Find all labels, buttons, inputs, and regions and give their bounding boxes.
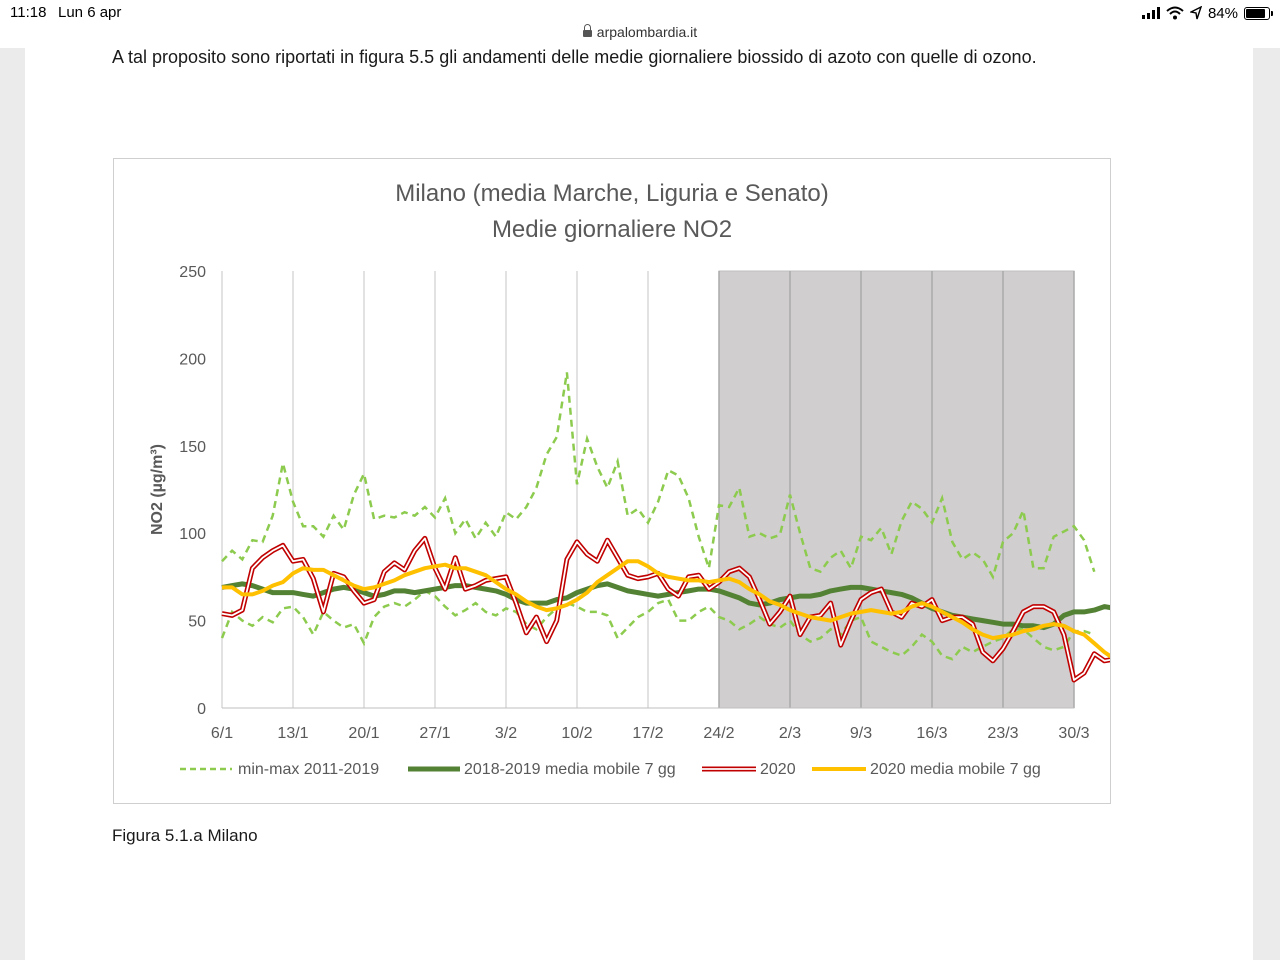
- y-tick-label: 150: [179, 439, 206, 456]
- no2-chart: Milano (media Marche, Liguria e Senato) M…: [149, 180, 1110, 778]
- chart-title: Milano (media Marche, Liguria e Senato): [395, 180, 829, 207]
- x-tick-label: 2/3: [779, 725, 801, 742]
- y-tick-label: 50: [188, 614, 206, 631]
- figure-caption: Figura 5.1.a Milano: [112, 826, 258, 845]
- x-tick-label: 30/3: [1058, 725, 1089, 742]
- legend-label-2018-2019: 2018-2019 media mobile 7 gg: [464, 761, 676, 778]
- series-2020-line-inner: [221, 537, 1110, 681]
- legend-label-minmax: min-max 2011-2019: [238, 761, 379, 778]
- x-tick-label: 10/2: [561, 725, 592, 742]
- y-tick-label: 250: [179, 264, 206, 281]
- chart-container: Milano (media Marche, Liguria e Senato) M…: [113, 158, 1111, 804]
- y-axis-label: NO2 (µg/m³): [149, 444, 166, 535]
- x-tick-label: 17/2: [632, 725, 663, 742]
- x-tick-label: 27/1: [419, 725, 450, 742]
- document-page: A tal proposito sono riportati in figura…: [25, 47, 1253, 960]
- y-tick-label: 100: [179, 526, 206, 543]
- legend-label-2020: 2020: [760, 761, 796, 778]
- status-time: 11:18: [10, 4, 47, 21]
- x-tick-label: 13/1: [277, 725, 308, 742]
- x-tick-label: 9/3: [850, 725, 872, 742]
- series-minmax-min-line: [220, 589, 1095, 661]
- lockdown-shaded-area: [718, 270, 1075, 709]
- x-tick-label: 23/3: [987, 725, 1018, 742]
- body-paragraph: A tal proposito sono riportati in figura…: [112, 47, 1037, 67]
- battery-percent: 84%: [1207, 4, 1238, 22]
- x-tick-label: 24/2: [703, 725, 734, 742]
- series-minmax-max-line: [221, 372, 1096, 581]
- y-tick-label: 0: [197, 701, 206, 718]
- status-indicators: 84%: [1141, 4, 1273, 22]
- y-tick-label: 200: [179, 351, 206, 368]
- status-date: Lun 6 apr: [58, 4, 122, 21]
- x-tick-label: 3/2: [495, 725, 517, 742]
- url-text: arpalombardia.it: [596, 24, 698, 40]
- location-arrow-icon: [1189, 6, 1202, 20]
- x-tick-label: 16/3: [916, 725, 947, 742]
- lock-icon: [582, 23, 592, 37]
- chart-subtitle: Medie giornaliere NO2: [492, 216, 732, 243]
- x-tick-label: 6/1: [211, 725, 233, 742]
- wifi-icon: [1166, 6, 1184, 20]
- legend-label-2020-media: 2020 media mobile 7 gg: [870, 761, 1041, 778]
- ios-status-bar: 11:18 Lun 6 apr arpalombardia.it 84%: [0, 0, 1280, 48]
- series-2020-media-line: [222, 559, 1110, 659]
- x-tick-label: 20/1: [348, 725, 379, 742]
- url-bar[interactable]: arpalombardia.it: [0, 23, 1280, 40]
- cellular-signal-icon: [1141, 7, 1160, 19]
- battery-icon: [1244, 6, 1273, 20]
